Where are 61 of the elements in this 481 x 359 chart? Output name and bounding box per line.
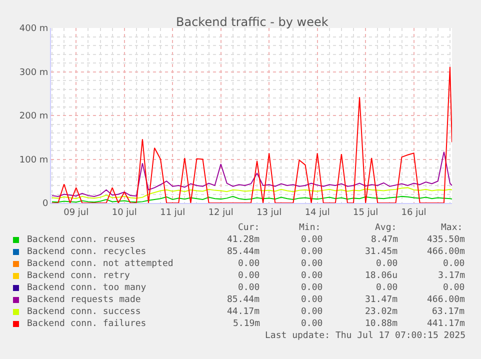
x-tick-label: 12 jul [208, 208, 234, 218]
x-tick-label: 15 jul [353, 208, 378, 218]
x-tick-label: 14 jul [304, 208, 330, 218]
x-tick-label: 13 jul [256, 208, 282, 218]
text: 0.00 [301, 307, 323, 317]
text: 3.17m [438, 271, 466, 281]
legend-label: Backend conn. success [27, 307, 141, 317]
text: 0.00 [443, 259, 465, 269]
text: 0.00 [376, 259, 398, 269]
x-tick-label: 10 jul [112, 208, 137, 218]
text: 63.17m [432, 307, 465, 317]
text: 0.00 [301, 247, 323, 257]
text: 18.06u [365, 271, 398, 281]
text: 44.17m [227, 307, 260, 317]
line-series [52, 187, 452, 200]
text: 23.02m [365, 307, 398, 317]
y-tick-label: 0 [42, 199, 48, 210]
text: 10.88m [365, 319, 398, 329]
text: 466.00m [427, 247, 465, 257]
chart-title: Backend traffic - by week [176, 15, 328, 29]
line-series [52, 151, 452, 197]
text: Cur: [238, 223, 260, 233]
text: 0.00 [443, 283, 465, 293]
legend-label: Backend conn. failures [27, 319, 146, 329]
legend-label: Backend conn. too many [27, 283, 147, 293]
text: 8.47m [371, 235, 398, 245]
y-tick-label: 200 m [19, 112, 48, 122]
text: Avg: [375, 223, 397, 233]
text: 441.17m [427, 319, 465, 329]
text: 0.00 [301, 295, 323, 305]
text: 5.19m [233, 319, 260, 329]
x-tick-label: 16 jul [401, 208, 426, 218]
x-tick-label: 09 jul [64, 208, 89, 218]
text: 0.00 [376, 283, 398, 293]
text: 0.00 [238, 259, 260, 269]
legend-label: Backend requests made [27, 295, 141, 305]
text: 0.00 [301, 259, 323, 269]
legend-label: Backend conn. retry [27, 271, 131, 281]
text: 0.00 [301, 271, 323, 281]
text: Max: [441, 223, 463, 233]
text: 435.50m [427, 235, 465, 245]
legend-label: Backend conn. reuses [27, 235, 136, 245]
text: 0.00 [301, 283, 323, 293]
y-tick-label: 300 m [19, 68, 48, 78]
text: 0.00 [301, 235, 323, 245]
text: 85.44m [227, 247, 260, 257]
text: 31.45m [365, 247, 398, 257]
text: 31.47m [365, 295, 398, 305]
legend-label: Backend conn. recycles [27, 247, 146, 257]
text: Last update: Thu Jul 17 07:00:15 2025 [265, 331, 466, 341]
text: 85.44m [227, 295, 260, 305]
y-tick-label: 100 m [19, 155, 48, 166]
text: Min: [299, 223, 321, 233]
y-tick-label: 400 m [19, 24, 48, 34]
text: 41.28m [227, 235, 260, 245]
legend-label: Backend conn. not attempted [27, 259, 174, 269]
x-tick-label: 11 jul [160, 208, 186, 218]
text: 466.00m [427, 295, 465, 305]
text: 0.00 [301, 319, 323, 329]
text: 0.00 [238, 283, 260, 293]
text: 0.00 [238, 271, 260, 281]
